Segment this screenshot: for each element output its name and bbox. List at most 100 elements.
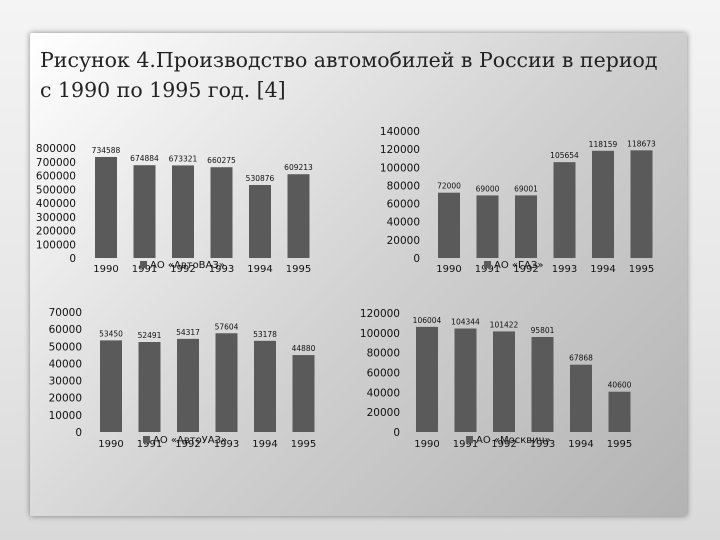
bar <box>210 167 233 258</box>
x-tick-label: 1992 <box>513 264 538 275</box>
legend-swatch <box>143 436 150 443</box>
legend-swatch <box>466 436 473 443</box>
x-tick-label: 1992 <box>170 264 195 275</box>
y-tick-label: 70000 <box>49 307 82 319</box>
y-tick-label: 100000 <box>380 162 420 174</box>
x-tick-label: 1991 <box>475 264 500 275</box>
x-tick-label: 1994 <box>568 439 593 450</box>
x-tick-label: 1990 <box>436 264 461 275</box>
chart-4: 120000 100000 80000 60000 40000 20000 0 106004 1… <box>360 308 632 450</box>
bar <box>454 328 477 432</box>
data-label: 673321 <box>169 154 198 163</box>
y-tick-label: 700000 <box>36 157 76 169</box>
data-label: 52491 <box>138 331 162 340</box>
x-tick-label: 1995 <box>291 439 316 450</box>
y-tick-label: 100000 <box>36 239 76 251</box>
y-tick-label: 60000 <box>387 199 420 211</box>
y-tick-label: 20000 <box>387 235 420 247</box>
data-label: 118673 <box>627 139 656 148</box>
x-tick-label: 1993 <box>552 264 577 275</box>
y-tick-label: 30000 <box>49 376 82 388</box>
x-tick-label: 1995 <box>629 264 654 275</box>
legend-swatch <box>140 261 147 268</box>
x-tick-label: 1995 <box>286 264 311 275</box>
y-tick-label: 60000 <box>367 368 400 380</box>
legend-label: АО «АвтоВАЗ» <box>150 260 225 271</box>
data-label: 660275 <box>207 156 236 165</box>
data-label: 530876 <box>246 174 275 183</box>
bar <box>515 195 537 258</box>
data-label: 53178 <box>253 330 277 339</box>
slide: Рисунок 4.Производство автомобилей в Рос… <box>30 33 687 516</box>
slide-title: Рисунок 4.Производство автомобилей в Рос… <box>40 48 658 102</box>
legend-label: АО «ГАЗ» <box>494 260 543 271</box>
data-label: 95801 <box>531 326 555 335</box>
data-label: 734588 <box>92 146 121 155</box>
bar <box>215 333 238 432</box>
bar <box>570 364 592 432</box>
x-tick-label: 1990 <box>93 264 118 275</box>
x-tick-label: 1991 <box>137 439 162 450</box>
data-label: 106004 <box>413 316 442 325</box>
data-label: 69000 <box>476 184 500 193</box>
data-label: 44880 <box>292 344 316 353</box>
x-tick-label: 1993 <box>214 439 239 450</box>
data-label: 67868 <box>569 354 593 363</box>
x-tick-label: 1994 <box>590 264 615 275</box>
bar <box>438 192 460 258</box>
chart-2: 140000 120000 100000 80000 60000 40000 20000 0 7… <box>380 126 656 275</box>
x-tick-label: 1994 <box>252 439 277 450</box>
y-tick-label: 80000 <box>387 180 420 192</box>
y-tick-label: 40000 <box>367 387 400 399</box>
bar <box>138 342 161 432</box>
data-label: 57604 <box>215 322 239 331</box>
y-tick-label: 50000 <box>49 341 82 353</box>
data-label: 40600 <box>608 381 632 390</box>
y-tick-label: 20000 <box>367 407 400 419</box>
y-tick-label: 600000 <box>36 171 76 183</box>
y-tick-label: 40000 <box>387 217 420 229</box>
bar <box>172 165 194 258</box>
x-tick-label: 1991 <box>453 439 478 450</box>
y-tick-label: 0 <box>393 427 400 439</box>
x-tick-label: 1990 <box>98 439 123 450</box>
bar <box>592 150 614 258</box>
y-tick-label: 0 <box>75 427 82 439</box>
x-tick-label: 1994 <box>247 264 272 275</box>
bar <box>177 338 199 432</box>
y-tick-label: 400000 <box>36 198 76 210</box>
y-tick-label: 120000 <box>360 308 400 320</box>
y-tick-label: 0 <box>413 253 420 265</box>
x-tick-label: 1992 <box>491 439 516 450</box>
legend-label: АО «Москвич» <box>476 435 551 446</box>
y-tick-label: 120000 <box>380 144 420 156</box>
data-label: 54317 <box>176 328 200 337</box>
y-tick-label: 60000 <box>49 324 82 336</box>
y-tick-label: 140000 <box>380 126 420 138</box>
bar <box>100 340 122 432</box>
data-label: 105654 <box>550 151 579 160</box>
x-tick-label: 1992 <box>175 439 200 450</box>
x-tick-label: 1991 <box>132 264 157 275</box>
y-tick-label: 40000 <box>49 358 82 370</box>
x-tick-label: 1993 <box>530 439 555 450</box>
data-label: 69001 <box>514 184 538 193</box>
bar <box>553 162 576 258</box>
x-tick-label: 1995 <box>607 439 632 450</box>
data-label: 118159 <box>589 140 618 149</box>
data-label: 53450 <box>99 329 123 338</box>
bar <box>292 355 315 432</box>
y-tick-label: 500000 <box>36 184 76 196</box>
bar <box>416 326 438 432</box>
data-label: 72000 <box>437 182 461 191</box>
bar <box>630 150 653 258</box>
bar <box>133 165 156 258</box>
bar <box>608 391 631 432</box>
legend-label: АО «АвтоУАЗ» <box>153 435 227 446</box>
y-tick-label: 0 <box>69 253 76 265</box>
bar <box>287 174 310 258</box>
bar <box>95 156 117 258</box>
y-tick-label: 200000 <box>36 226 76 238</box>
bar <box>254 340 276 432</box>
y-tick-label: 80000 <box>367 348 400 360</box>
